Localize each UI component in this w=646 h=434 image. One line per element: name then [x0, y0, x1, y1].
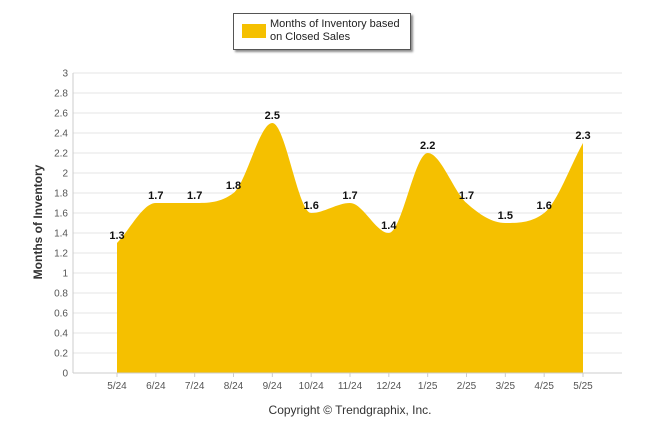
legend-label: Months of Inventory based on Closed Sale…	[270, 18, 400, 43]
x-tick-label: 9/24	[263, 381, 283, 392]
x-tick-label: 5/24	[107, 381, 127, 392]
x-axis: 5/24 6/24 7/24 8/24 9/24 10/24 11/24 12/24 1/25 2…	[73, 372, 622, 392]
y-tick-label: 0.4	[54, 329, 68, 340]
x-tick-label: 1/25	[418, 381, 438, 392]
data-label: 2.5	[265, 110, 280, 122]
data-label: 1.3	[109, 230, 124, 242]
x-tick-label: 10/24	[299, 381, 324, 392]
y-tick-label: 0.6	[54, 309, 68, 320]
data-label: 2.3	[575, 130, 590, 142]
data-label: 1.8	[226, 180, 241, 192]
legend: Months of Inventory based on Closed Sale…	[233, 13, 411, 50]
copyright-text: Copyright © Trendgraphix, Inc.	[268, 403, 432, 417]
y-tick-label: 0.8	[54, 289, 68, 300]
data-label: 1.5	[498, 210, 513, 222]
y-tick-label: 2.4	[54, 129, 68, 140]
y-tick-label: 2.8	[54, 89, 68, 100]
x-tick-label: 8/24	[224, 381, 244, 392]
y-tick-label: 3	[62, 69, 68, 80]
x-tick-label: 12/24	[376, 381, 401, 392]
data-label: 1.4	[381, 220, 397, 232]
y-tick-label: 1.6	[54, 209, 68, 220]
data-label: 2.2	[420, 140, 435, 152]
y-tick-label: 1.8	[54, 189, 68, 200]
data-label: 1.7	[187, 190, 202, 202]
area-fill	[117, 123, 583, 373]
y-tick-label: 1.4	[54, 229, 68, 240]
data-label: 1.7	[342, 190, 357, 202]
x-tick-label: 11/24	[338, 381, 363, 392]
x-tick-label: 3/25	[496, 381, 516, 392]
x-tick-label: 6/24	[146, 381, 166, 392]
x-tick-label: 4/25	[534, 381, 554, 392]
data-label: 1.6	[537, 200, 552, 212]
y-axis-title: Months of Inventory	[31, 164, 45, 279]
y-tick-label: 0	[62, 369, 68, 380]
data-labels: 1.3 1.7 1.7 1.8 2.5 1.6 1.7 1.4 2.2 1.7 1.5 1.6 2.3	[109, 110, 590, 242]
data-label: 1.7	[148, 190, 163, 202]
data-label: 1.7	[459, 190, 474, 202]
y-tick-label: 2.2	[54, 149, 68, 160]
data-label: 1.6	[304, 200, 319, 212]
y-tick-label: 1.2	[54, 249, 68, 260]
y-axis-ticks: 0 0.2 0.4 0.6 0.8 1 1.2 1.4 1.6 1.8 2 2.2 2.4 2.6 2.8 3	[54, 69, 68, 380]
x-tick-label: 7/24	[185, 381, 205, 392]
area-series	[117, 123, 583, 373]
x-tick-label: 2/25	[457, 381, 477, 392]
y-tick-label: 1	[62, 269, 68, 280]
legend-swatch	[242, 24, 266, 38]
x-tick-label: 5/25	[573, 381, 593, 392]
y-tick-label: 2.6	[54, 109, 68, 120]
y-tick-label: 0.2	[54, 349, 68, 360]
y-tick-label: 2	[62, 169, 68, 180]
